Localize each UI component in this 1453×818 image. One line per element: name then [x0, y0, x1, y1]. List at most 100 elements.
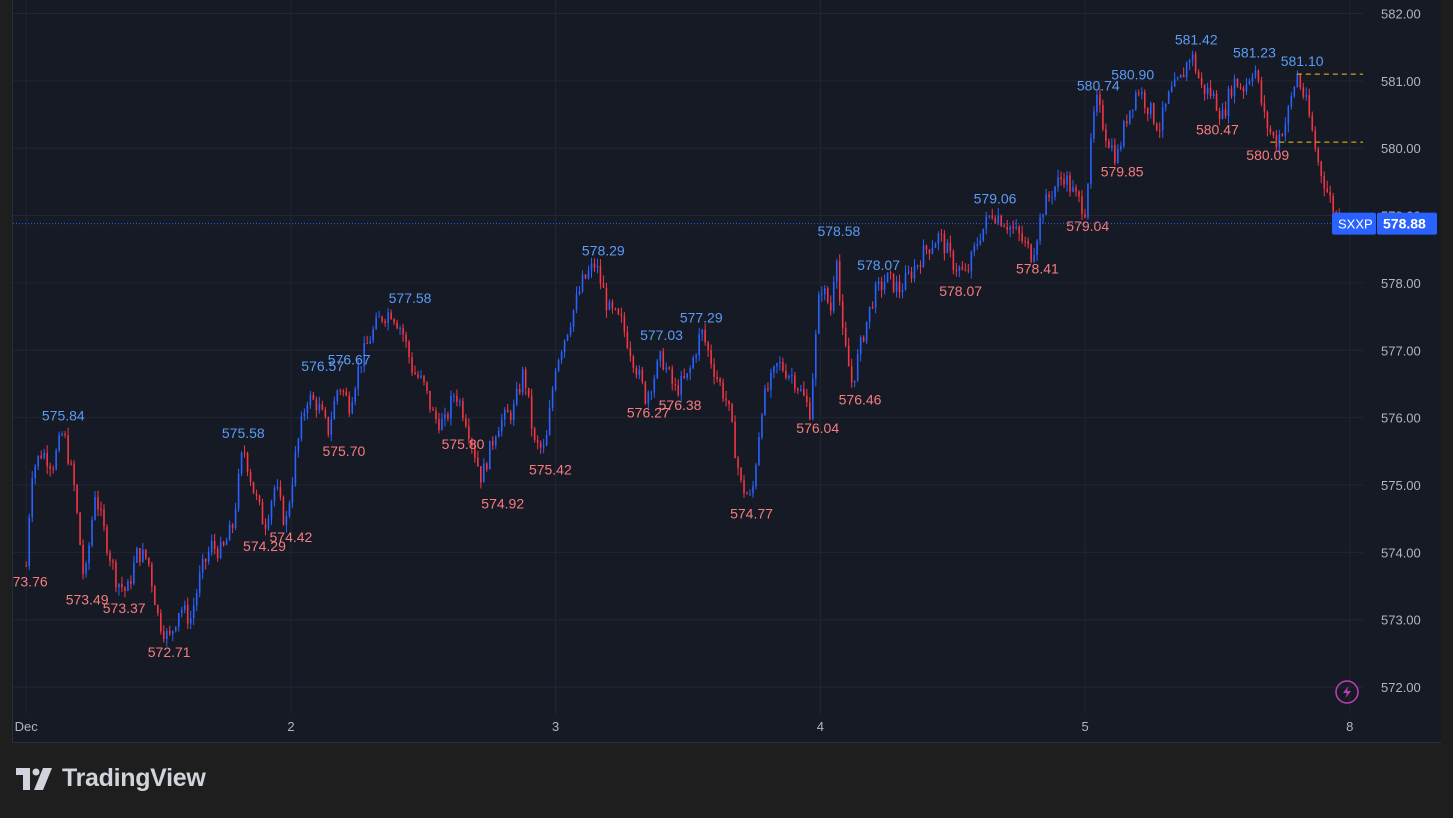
candle-body	[566, 334, 569, 341]
candle-body	[623, 316, 626, 332]
low-label: 574.29	[243, 538, 286, 554]
candle-body	[285, 515, 288, 525]
candle-body	[919, 265, 922, 268]
candle-body	[494, 437, 497, 446]
candle-body	[590, 263, 593, 271]
candle-body	[1185, 62, 1188, 78]
candle-body	[441, 418, 443, 430]
price-axis[interactable]: 572.00 573.00 574.00 575.00 576.00 577.00 578.…	[1363, 0, 1441, 742]
candle-body	[647, 392, 650, 404]
candle-body	[1149, 103, 1152, 115]
candle-body	[722, 382, 724, 399]
candle-body	[345, 391, 348, 396]
candle-body	[1126, 121, 1128, 124]
candle-body	[1102, 104, 1104, 130]
candle-body	[973, 245, 976, 253]
low-label: 576.38	[659, 397, 702, 413]
candle-body	[844, 327, 847, 346]
candle-body	[163, 631, 165, 639]
candle-body	[151, 564, 153, 587]
candle-body	[438, 419, 440, 430]
candle-body	[913, 266, 916, 279]
candle-body	[58, 435, 60, 451]
high-label: 581.42	[1175, 32, 1218, 48]
high-label: 580.74	[1077, 77, 1120, 93]
candle-body	[1000, 215, 1003, 227]
candle-body	[1206, 87, 1209, 95]
time-tick-label: 5	[1081, 719, 1088, 734]
candle-body	[1236, 78, 1239, 88]
candle-body	[1152, 103, 1155, 124]
candle-body	[309, 395, 312, 405]
brand-name: TradingView	[62, 764, 206, 792]
candle-body	[142, 549, 144, 562]
candle-body	[1203, 84, 1206, 95]
price-tick-label: 574.00	[1381, 545, 1421, 560]
brand-logo[interactable]: TradingView	[16, 764, 206, 793]
candle-body	[306, 404, 309, 413]
candle-body	[360, 366, 362, 368]
candle-body	[1009, 226, 1011, 230]
chart-area[interactable]: 575.84 575.58 576.57 576.67 577.58 578.29 577.…	[12, 0, 1441, 743]
candle-body	[656, 360, 659, 379]
candle-body	[829, 302, 832, 311]
candle-body	[294, 451, 297, 485]
candle-body	[118, 583, 120, 588]
candle-body	[270, 501, 273, 519]
candle-body	[1078, 191, 1080, 197]
candle-body	[408, 341, 410, 358]
candle-body	[1027, 241, 1029, 245]
candle-body	[177, 613, 180, 627]
candle-body	[997, 215, 1000, 223]
candle-body	[300, 416, 303, 439]
low-label: 573.37	[103, 600, 146, 616]
candle-body	[1275, 135, 1278, 148]
candle-body	[381, 316, 383, 321]
candle-body	[659, 351, 662, 361]
candle-body	[1221, 109, 1224, 119]
candle-body	[548, 408, 551, 435]
candle-body	[1096, 94, 1098, 112]
candle-body	[746, 493, 748, 495]
candle-body	[1021, 233, 1023, 242]
candle-body	[109, 552, 111, 561]
candle-body	[189, 618, 192, 624]
candle-body	[124, 587, 126, 591]
candle-body	[1015, 226, 1017, 229]
high-label: 578.58	[817, 223, 860, 239]
time-axis[interactable]: Dec 2 3 4 5 8	[15, 719, 1354, 734]
candle-body	[503, 409, 506, 420]
candle-body	[1081, 196, 1083, 215]
candle-body	[183, 604, 186, 610]
candle-body	[506, 409, 509, 413]
candle-body	[94, 497, 96, 520]
price-tick-label: 578.00	[1381, 276, 1421, 291]
candle-body	[497, 430, 500, 438]
candle-body	[1176, 77, 1179, 80]
candle-body	[536, 439, 539, 443]
candle-body	[889, 272, 892, 274]
price-tick-label: 577.00	[1381, 343, 1421, 358]
candle-body	[985, 216, 988, 229]
candle-body	[542, 445, 545, 448]
candle-body	[456, 395, 458, 402]
candle-body	[79, 512, 81, 545]
candle-body	[459, 401, 461, 403]
candle-body	[527, 387, 530, 396]
lightning-icon[interactable]	[1335, 680, 1359, 704]
candle-body	[1054, 186, 1056, 197]
candle-body	[859, 337, 862, 355]
low-label: 575.80	[442, 436, 485, 452]
candle-body	[695, 355, 697, 358]
candle-body	[480, 466, 482, 483]
candle-body	[112, 560, 114, 563]
candle-body	[139, 548, 141, 562]
candle-body	[812, 378, 814, 420]
candle-body	[276, 486, 279, 488]
candle-body	[509, 412, 512, 421]
candle-body	[121, 583, 123, 588]
low-label: 575.70	[322, 443, 365, 459]
candle-body	[994, 217, 997, 223]
candle-body	[261, 502, 264, 525]
